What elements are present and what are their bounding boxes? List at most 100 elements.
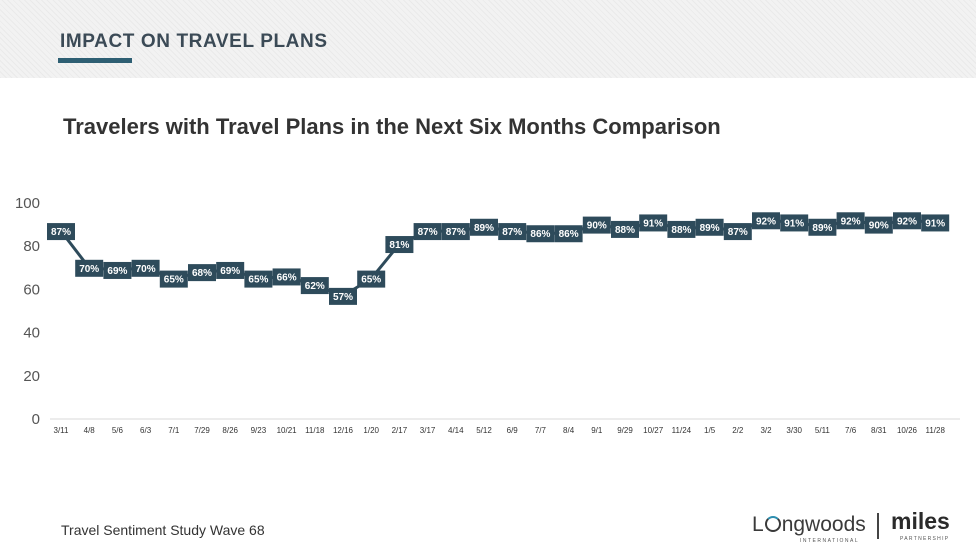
data-label-box — [864, 216, 893, 234]
x-tick-label: 7/6 — [845, 426, 857, 435]
y-tick-label: 80 — [23, 238, 40, 255]
data-label-text: 89% — [474, 223, 494, 234]
data-label: 65% — [159, 270, 188, 288]
section-title: IMPACT ON TRAVEL PLANS — [60, 31, 328, 52]
data-label-box — [526, 225, 555, 243]
x-tick-label: 7/29 — [194, 426, 210, 435]
data-label: 89% — [695, 218, 724, 236]
data-label-text: 90% — [587, 221, 607, 232]
data-labels: 87% 70% 69% 70% 65% 68% 69% 65% 66% 62% 57% 65% 81% 8… — [47, 212, 950, 305]
x-tick-label: 11/24 — [672, 426, 692, 435]
y-tick-label: 40 — [23, 325, 40, 342]
data-label-text: 88% — [615, 225, 635, 236]
x-tick-label: 10/27 — [643, 426, 664, 435]
data-label-box — [723, 223, 752, 241]
x-tick-label: 2/17 — [392, 426, 408, 435]
series-line — [59, 218, 936, 298]
x-tick-label: 1/20 — [363, 426, 379, 435]
data-label-box — [441, 223, 470, 241]
x-tick-label: 8/4 — [563, 426, 575, 435]
x-tick-label: 3/30 — [786, 426, 802, 435]
data-label-box — [611, 220, 639, 238]
miles-logo: miles — [891, 508, 950, 534]
y-tick-label: 60 — [23, 281, 40, 298]
x-tick-label: 9/23 — [251, 426, 267, 435]
title-underline — [58, 58, 132, 63]
data-label-box — [836, 212, 865, 230]
data-label-box — [300, 277, 329, 295]
data-label-box — [554, 225, 583, 243]
data-label-text: 70% — [79, 264, 99, 275]
data-label: 92% — [752, 212, 780, 230]
header-band — [0, 0, 976, 78]
x-tick-label: 5/12 — [476, 426, 492, 435]
data-label-text: 87% — [418, 227, 438, 238]
data-label: 70% — [131, 259, 160, 277]
data-label-box — [131, 259, 160, 277]
data-label-box — [780, 214, 809, 232]
data-label: 87% — [413, 223, 442, 241]
data-label-box — [272, 268, 301, 286]
data-label-text: 69% — [107, 266, 127, 277]
data-label-text: 89% — [700, 223, 720, 234]
data-label-box — [893, 212, 921, 230]
x-tick-label: 3/2 — [760, 426, 772, 435]
y-tick-label: 20 — [23, 368, 40, 385]
data-label: 69% — [103, 261, 132, 279]
data-label: 86% — [554, 225, 583, 243]
data-label: 90% — [582, 216, 611, 234]
data-label-box — [667, 220, 696, 238]
x-tick-label: 10/26 — [897, 426, 918, 435]
y-axis-ticks: 0 20 40 60 80 100 — [15, 195, 40, 428]
footer-study-label: Travel Sentiment Study Wave 68 — [61, 522, 265, 538]
data-label: 91% — [921, 214, 950, 232]
data-label-text: 90% — [869, 221, 889, 232]
data-label-box — [103, 261, 132, 279]
x-tick-label: 3/17 — [420, 426, 436, 435]
data-label-text: 88% — [671, 225, 691, 236]
data-label-box — [752, 212, 780, 230]
data-label-text: 92% — [841, 216, 861, 227]
data-label: 88% — [667, 220, 696, 238]
data-label-text: 91% — [643, 218, 663, 229]
data-label: 86% — [526, 225, 555, 243]
x-tick-label: 4/14 — [448, 426, 464, 435]
data-label: 65% — [357, 270, 386, 288]
data-label-box — [498, 223, 527, 241]
data-label: 87% — [723, 223, 752, 241]
data-label-box — [216, 261, 245, 279]
data-label-box — [582, 216, 611, 234]
data-label-text: 57% — [333, 292, 353, 303]
data-label: 81% — [385, 236, 414, 254]
x-tick-label: 1/5 — [704, 426, 716, 435]
x-tick-label: 7/7 — [535, 426, 547, 435]
data-label-box — [357, 270, 386, 288]
x-tick-label: 6/9 — [507, 426, 519, 435]
x-tick-label: 7/1 — [168, 426, 180, 435]
data-label: 62% — [300, 277, 329, 295]
data-label: 92% — [836, 212, 865, 230]
x-tick-label: 8/31 — [871, 426, 887, 435]
x-tick-label: 3/11 — [54, 426, 70, 435]
data-label-text: 62% — [305, 281, 325, 292]
line-chart: 0 20 40 60 80 100 87% 70% 69% 70% 65% 68% 69% 65% 66%… — [15, 195, 960, 435]
data-label-text: 87% — [728, 227, 748, 238]
chart-title: Travelers with Travel Plans in the Next … — [63, 114, 721, 139]
data-label: 69% — [216, 261, 245, 279]
longwoods-logo-sub: INTERNATIONAL — [800, 538, 860, 544]
data-label-box — [159, 270, 188, 288]
data-label: 87% — [498, 223, 527, 241]
data-label-text: 86% — [530, 229, 550, 240]
data-label-text: 92% — [897, 216, 917, 227]
data-label-box — [921, 214, 950, 232]
data-label-text: 89% — [812, 223, 832, 234]
x-tick-label: 9/29 — [617, 426, 633, 435]
data-label: 66% — [272, 268, 301, 286]
x-tick-label: 6/3 — [140, 426, 152, 435]
x-tick-label: 5/6 — [112, 426, 124, 435]
data-label-box — [413, 223, 442, 241]
data-label-text: 92% — [756, 216, 776, 227]
x-tick-label: 11/18 — [305, 426, 325, 435]
data-label-box — [329, 287, 357, 305]
